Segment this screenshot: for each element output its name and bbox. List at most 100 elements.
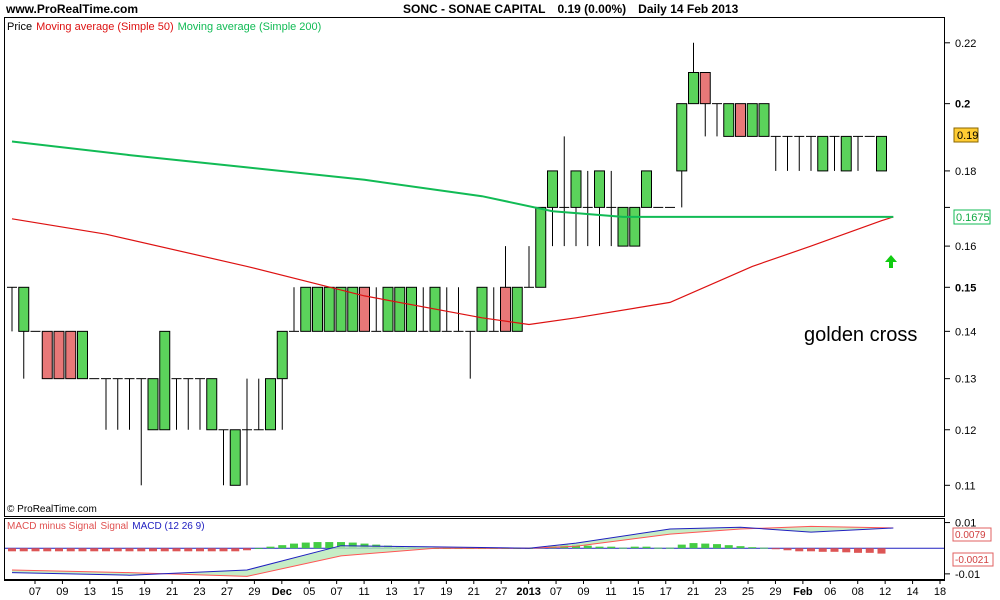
macd-histogram-bar: [642, 546, 651, 549]
x-tick-label: 05: [303, 586, 315, 598]
ma200-tag: [953, 209, 991, 225]
candle: [300, 286, 312, 332]
macd-histogram-bar: [231, 548, 240, 552]
x-tick-label: Dec: [272, 586, 292, 598]
macd-histogram-bar: [172, 548, 181, 552]
candle: [323, 286, 335, 332]
x-tick-label: 07: [331, 586, 343, 598]
candle: [147, 378, 159, 431]
x-tick-label: 13: [84, 586, 96, 598]
macd-histogram-bar: [31, 548, 40, 552]
candle: [476, 286, 488, 332]
quote-value: 0.19 (0.00%): [557, 2, 627, 16]
macd-histogram-bar: [219, 548, 228, 552]
macd-y-tick-label: 0.01: [955, 518, 976, 530]
y-tick-label: 0.14: [955, 326, 976, 338]
x-tick-label: 17: [660, 586, 672, 598]
candle: [206, 378, 218, 431]
candle: [335, 286, 347, 332]
x-tick-label: 27: [495, 586, 507, 598]
macd-histogram-bar: [125, 548, 134, 552]
x-tick-label: 09: [577, 586, 589, 598]
candle: [41, 330, 53, 380]
x-tick-label: 15: [111, 586, 123, 598]
signal-line: [11, 525, 894, 577]
candle: [699, 72, 711, 105]
macd-histogram-bar: [113, 548, 122, 552]
x-tick-label: 08: [852, 586, 864, 598]
ma200-tag-text: 0.1675: [956, 212, 990, 224]
macd-histogram-bar: [8, 548, 16, 552]
x-tick-label: 11: [358, 586, 369, 598]
macd-histogram-bar: [66, 548, 75, 552]
macd-tag-a: [952, 527, 992, 542]
candle: [312, 286, 323, 332]
macd-histogram-bar: [78, 548, 87, 552]
macd-panel-frame: [4, 518, 945, 580]
macd-tag-b-text: -0.0021: [955, 555, 989, 566]
y-tick-label: 0.11: [955, 480, 976, 492]
candle: [500, 286, 511, 332]
macd-histogram-bar: [654, 547, 663, 549]
macd-histogram-bar: [184, 548, 193, 552]
candle: [265, 378, 276, 431]
macd-line: [11, 526, 894, 576]
macd-histogram-bar: [607, 546, 616, 549]
candle: [758, 103, 770, 137]
symbol-name: SONC - SONAE CAPITAL: [403, 2, 546, 16]
legend-price: Price: [7, 21, 32, 33]
macd-legend: MACD minus Signal Signal MACD (12 26 9): [7, 521, 205, 532]
candle: [18, 286, 30, 332]
macd-histogram-bar: [830, 548, 839, 552]
x-axis: 07 09 13 15 19 21 23 27 29 Dec 05 07 11 13 17 19 21 27 201…: [29, 580, 946, 598]
x-tick-label: 13: [385, 586, 397, 598]
macd-legend-macd: MACD (12 26 9): [132, 521, 204, 532]
last-price-tag: [953, 127, 979, 143]
x-tick-label: 07: [29, 586, 41, 598]
x-tick-label: 07: [550, 586, 562, 598]
macd-tag-b: [952, 552, 994, 567]
macd-histogram-bar: [243, 548, 251, 551]
candle: [359, 286, 370, 332]
x-tick-label: 21: [166, 586, 178, 598]
y-axis: 0.11 0.12 0.13 0.14 0.15 0.16 0.18 0.2 0.22 -0.01…: [944, 38, 980, 581]
macd-histogram-bar: [713, 544, 721, 549]
x-tick-label: 29: [769, 586, 781, 598]
x-tick-label: 06: [824, 586, 836, 598]
last-price-tag-text: 0.19: [957, 130, 978, 142]
chart-header: www.ProRealTime.com SONC - SONAE CAPITAL…: [0, 0, 1000, 17]
macd-histogram-bar: [677, 544, 686, 549]
x-tick-label: 09: [56, 586, 68, 598]
y-tick-label: 0.13: [955, 374, 976, 386]
y-tick-label: 0.22: [955, 38, 976, 50]
candle: [617, 206, 629, 247]
y-tick-label: 0.15: [955, 282, 976, 294]
x-tick-label: 27: [221, 586, 233, 598]
macd-histogram-bar: [325, 542, 334, 549]
macd-histogram-bar: [290, 543, 298, 549]
candle: [594, 170, 605, 208]
price-panel-frame: [4, 17, 945, 517]
x-tick-label: 19: [139, 586, 151, 598]
candle: [676, 103, 688, 172]
macd-legend-hist: MACD minus Signal: [7, 521, 96, 532]
macd-histogram-bar: [278, 545, 287, 549]
x-tick-label: Feb: [793, 586, 813, 598]
candle: [394, 286, 406, 332]
candle: [840, 135, 852, 172]
macd-histogram-bar: [842, 548, 851, 553]
macd-histogram-bar: [865, 548, 874, 553]
x-tick-label: 29: [248, 586, 260, 598]
macd-histogram-bar: [55, 548, 63, 552]
macd-y-tick-label: -0.01: [955, 569, 980, 581]
candle: [547, 170, 558, 208]
macd-histogram-bar: [807, 548, 815, 552]
candle: [511, 286, 523, 332]
macd-histogram-bar: [137, 548, 146, 552]
macd-histogram-bar: [583, 545, 592, 549]
price-plot: [7, 42, 894, 486]
candle: [276, 330, 288, 380]
macd-histogram-bar: [149, 548, 157, 552]
macd-histogram-bar: [337, 542, 345, 549]
